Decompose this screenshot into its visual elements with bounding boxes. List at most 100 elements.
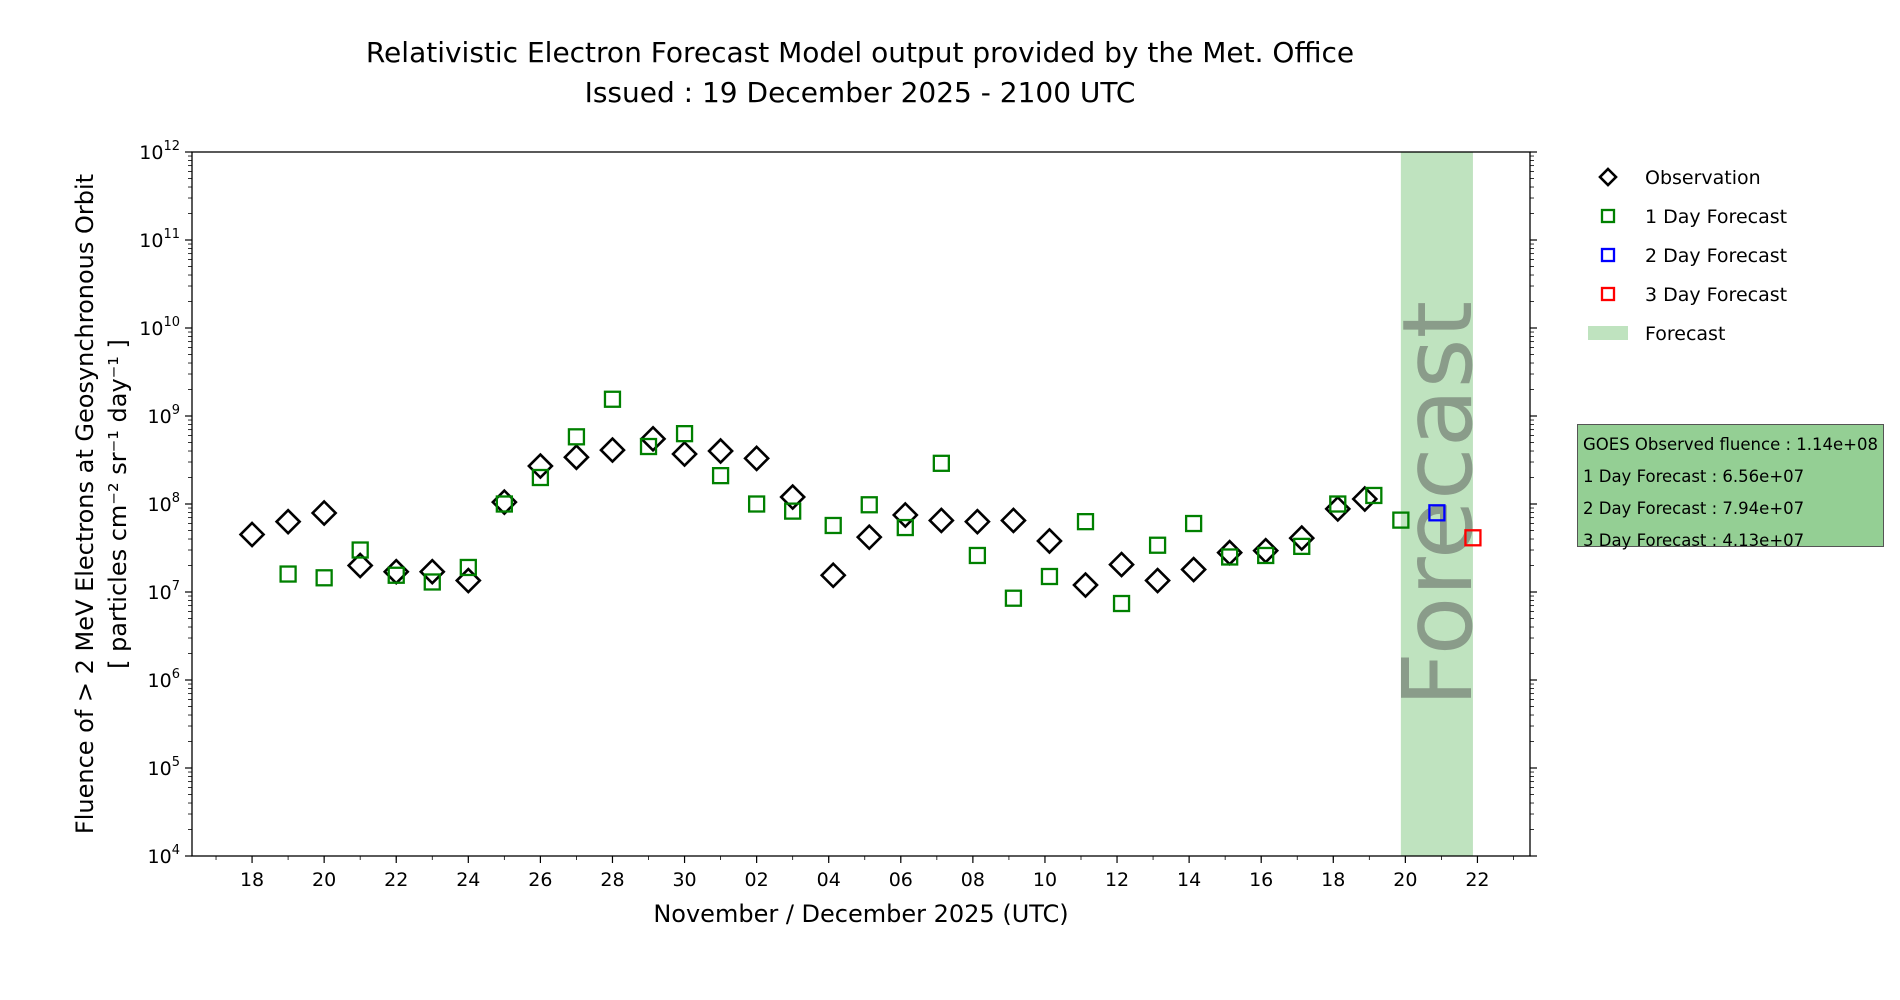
observation-point	[274, 508, 302, 535]
observation-point	[964, 508, 991, 535]
1-day-forecast-point	[1112, 594, 1131, 613]
y-tick-label: 107	[148, 579, 180, 604]
y-tick-label: 106	[148, 667, 180, 692]
chart-title: Relativistic Electron Forecast Model out…	[365, 36, 1355, 69]
forecast-band-label: Forecast	[1382, 301, 1494, 707]
observation-point	[743, 445, 770, 472]
x-tick-label: 12	[1105, 869, 1129, 891]
legend-patch-forecast	[1588, 326, 1628, 340]
1-day-forecast-point	[1392, 511, 1410, 529]
1-day-forecast-point	[747, 495, 766, 513]
x-tick-label: 08	[961, 869, 985, 891]
chart-subtitle: Issued : 19 December 2025 - 2100 UTC	[584, 76, 1136, 109]
legend-label-2-day-forecast: 2 Day Forecast	[1645, 245, 1787, 267]
1-day-forecast-point	[784, 502, 802, 520]
observation-point	[819, 561, 847, 589]
1-day-forecast-point	[1293, 537, 1311, 556]
2-day-forecast-point	[1428, 504, 1446, 522]
x-tick-label: 22	[384, 869, 408, 891]
x-tick-label: 20	[1393, 869, 1417, 891]
y-tick-label: 109	[148, 403, 180, 428]
1-day-forecast-point	[639, 437, 658, 456]
1-day-forecast-point	[495, 495, 514, 513]
observation-point	[671, 440, 698, 468]
1-day-forecast-point	[1076, 513, 1095, 531]
observation-point	[1144, 567, 1171, 594]
1-day-forecast-point	[1184, 514, 1203, 533]
1-day-forecast-point	[1148, 536, 1167, 554]
legend-marker-1-day-forecast	[1600, 208, 1616, 224]
1-day-forecast-point	[567, 428, 586, 446]
forecast-band	[1400, 152, 1473, 856]
1-day-forecast-point	[824, 516, 842, 535]
1-day-forecast-point	[675, 425, 694, 443]
1-day-forecast-point	[1221, 548, 1239, 566]
legend-marker-3-day-forecast	[1600, 286, 1616, 302]
1-day-forecast-point	[711, 466, 730, 485]
observation-point	[891, 501, 919, 529]
x-tick-label: 20	[312, 869, 336, 891]
y-tick-label: 1011	[139, 227, 180, 252]
observation-point	[1072, 571, 1099, 599]
x-tick-label: 06	[889, 869, 913, 891]
x-tick-label: 18	[1321, 869, 1345, 891]
info-observed: GOES Observed fluence : 1.14e+08	[1583, 435, 1878, 454]
1-day-forecast-point	[932, 454, 950, 472]
legend-label-3-day-forecast: 3 Day Forecast	[1645, 284, 1787, 306]
y-tick-label: 105	[148, 755, 180, 780]
1-day-forecast-point	[896, 518, 914, 537]
1-day-forecast-point	[1329, 495, 1347, 513]
observation-point	[707, 437, 734, 465]
observation-point	[563, 443, 590, 471]
x-tick-label: 04	[817, 869, 841, 891]
y-tick-label: 1010	[139, 315, 180, 340]
1-day-forecast-point	[1257, 546, 1275, 565]
legend-marker-observation	[1598, 167, 1618, 187]
observation-point	[1036, 527, 1063, 555]
observation-point	[779, 483, 807, 511]
1-day-forecast-point	[860, 496, 878, 514]
1-day-forecast-point	[1040, 567, 1059, 586]
x-tick-label: 26	[528, 869, 552, 891]
x-tick-label: 28	[600, 869, 624, 891]
x-tick-label: 14	[1177, 869, 1201, 891]
1-day-forecast-point	[459, 558, 477, 577]
observation-point	[1000, 507, 1027, 534]
info-day2: 2 Day Forecast : 7.94e+07	[1583, 499, 1805, 518]
x-tick-label: 30	[672, 869, 696, 891]
1-day-forecast-point	[1004, 589, 1023, 607]
observation-point	[418, 558, 446, 586]
1-day-forecast-point	[968, 546, 987, 565]
info-day1: 1 Day Forecast : 6.56e+07	[1583, 467, 1805, 486]
legend-label-observation: Observation	[1645, 167, 1761, 189]
info-day3: 3 Day Forecast : 4.13e+07	[1583, 531, 1805, 550]
1-day-forecast-point	[315, 569, 333, 587]
observation-point	[1288, 524, 1316, 552]
observation-point	[238, 521, 266, 548]
1-day-forecast-point	[531, 468, 550, 487]
observation-point	[1108, 551, 1135, 578]
legend-label-1-day-forecast: 1 Day Forecast	[1645, 206, 1787, 228]
1-day-forecast-point	[279, 565, 297, 583]
1-day-forecast-point	[423, 573, 441, 591]
observation-point	[1180, 556, 1207, 583]
y-axis-label-line1: Fluence of > 2 MeV Electrons at Geosynch…	[71, 174, 99, 834]
y-tick-label: 104	[148, 843, 180, 868]
y-axis-label-line2: [ particles cm⁻² sr⁻¹ day⁻¹ ]	[104, 339, 132, 669]
1-day-forecast-point	[351, 541, 369, 559]
1-day-forecast-point	[387, 566, 405, 584]
x-tick-label: 24	[456, 869, 480, 891]
observation-point	[346, 552, 374, 579]
observation-point	[599, 436, 626, 464]
1-day-forecast-point	[603, 390, 622, 408]
observation-point	[1351, 485, 1379, 513]
x-tick-label: 18	[240, 869, 264, 891]
observation-point	[639, 425, 667, 453]
x-tick-label: 22	[1465, 869, 1489, 891]
x-tick-label: 10	[1033, 869, 1057, 891]
observation-point	[928, 507, 955, 534]
3-day-forecast-point	[1464, 529, 1482, 547]
plot-frame	[191, 151, 1531, 857]
legend-marker-2-day-forecast	[1600, 247, 1616, 263]
